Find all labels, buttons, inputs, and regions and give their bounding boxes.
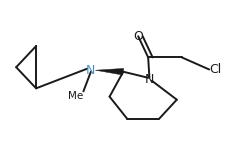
Polygon shape (95, 68, 124, 75)
Text: Cl: Cl (209, 63, 222, 76)
Text: N: N (145, 73, 154, 86)
Text: O: O (133, 30, 143, 43)
Text: N: N (86, 64, 96, 77)
Text: Me: Me (68, 91, 84, 101)
